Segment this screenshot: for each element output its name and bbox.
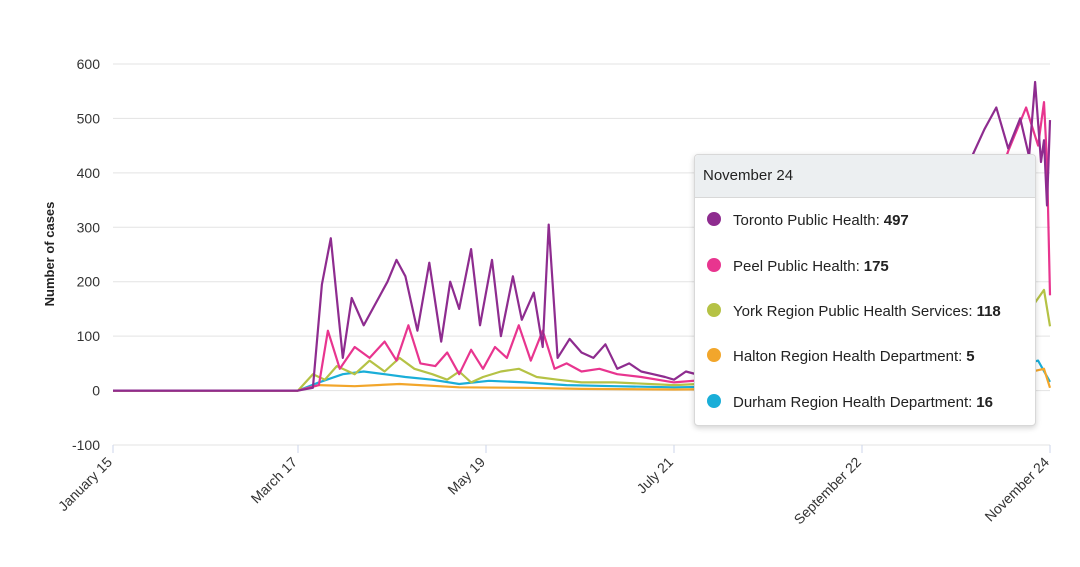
tooltip-label: Peel Public Health: [733,258,860,275]
x-tick-label: September 22 [791,454,865,528]
tooltip-row-halton: Halton Region Health Department: 5 [707,346,975,368]
y-axis-label: Number of cases [42,202,57,307]
y-tick-400: 400 [77,165,101,181]
york-color-dot [707,303,721,318]
tooltip-value: 118 [976,303,1001,320]
durham-color-dot [707,394,721,409]
y-tick-300: 300 [77,219,101,235]
x-tick-label: January 15 [55,454,115,514]
tooltip-label: Durham Region Health Department: [733,394,973,411]
x-tick-label: March 17 [248,454,301,507]
tooltip-value: 497 [883,212,909,229]
tooltip-label: Toronto Public Health: [733,212,880,229]
tooltip-date: November 24 [695,155,1035,198]
hover-tooltip: November 24 Toronto Public Health: 497 Pe… [694,154,1036,426]
tooltip-value: 16 [976,394,993,411]
tooltip-row-peel: Peel Public Health: 175 [707,256,889,278]
tooltip-row-york: York Region Public Health Services: 118 [707,301,1001,323]
x-tick-label: May 19 [444,454,488,498]
y-tick-200: 200 [77,274,101,290]
y-tick--100: -100 [72,437,100,453]
x-tick-label: November 24 [981,454,1052,525]
tooltip-row-toronto: Toronto Public Health: 497 [707,210,909,232]
y-tick-500: 500 [77,110,101,126]
x-tick-labels: January 15 March 17 May 19 July 21 September… [55,445,1052,527]
x-tick-label: July 21 [633,454,676,497]
tooltip-label: York Region Public Health Services: [733,303,973,320]
tooltip-row-durham: Durham Region Health Department: 16 [707,392,993,414]
y-tick-100: 100 [77,328,101,344]
y-tick-labels: -100 0 100 200 300 400 500 600 [72,56,100,453]
y-tick-600: 600 [77,56,101,72]
tooltip-label: Halton Region Health Department: [733,348,963,365]
tooltip-value: 5 [966,348,975,365]
toronto-color-dot [707,212,721,227]
halton-color-dot [707,348,721,363]
peel-color-dot [707,258,721,273]
series-line-toronto-public-health[interactable] [113,80,1052,392]
tooltip-value: 175 [863,258,889,275]
y-tick-0: 0 [92,383,100,399]
